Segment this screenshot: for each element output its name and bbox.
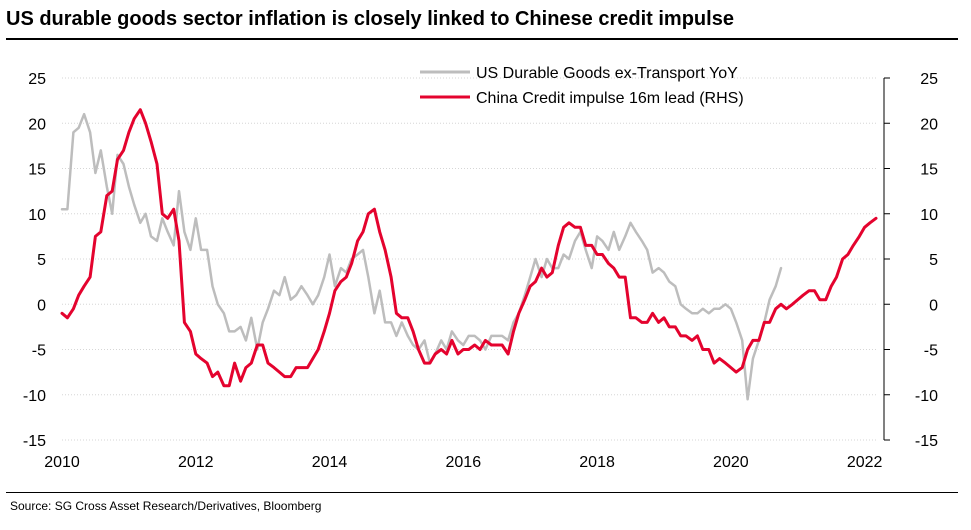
x-tick-label: 2018 [579, 454, 615, 471]
y-left-tick-label: -15 [23, 433, 46, 450]
legend-label: US Durable Goods ex-Transport YoY [476, 65, 738, 82]
line-chart: -15 -10 -5 0 5 10 15 20 25 -15 -10 -5 0 5 10 15 20 25 2010… [23, 65, 938, 471]
y-left-tick-label: 25 [28, 71, 46, 88]
y-right-tick-label: -10 [915, 388, 938, 405]
x-tick-label: 2022 [847, 454, 883, 471]
y-right-tick-label: 5 [929, 252, 938, 269]
y-left-tick-label: 10 [28, 207, 46, 224]
x-tick-label: 2010 [44, 454, 80, 471]
y-left-tick-label: 0 [37, 297, 46, 314]
y-left-tick-label: 20 [28, 116, 46, 133]
y-right-tick-label: 0 [929, 297, 938, 314]
y-right-tick-label: 20 [920, 116, 938, 133]
chart-title: US durable goods sector inflation is clo… [6, 4, 958, 40]
y-left-tick-label: 15 [28, 162, 46, 179]
series-china-credit-impulse-line [60, 108, 878, 388]
source-note: Source: SG Cross Asset Research/Derivati… [10, 499, 322, 513]
y-right-tick-label: 25 [920, 71, 938, 88]
legend: US Durable Goods ex-Transport YoY China C… [420, 65, 744, 107]
x-tick-label: 2020 [713, 454, 749, 471]
x-tick-label: 2012 [178, 454, 214, 471]
gridlines [62, 77, 878, 441]
x-tick-label: 2014 [312, 454, 348, 471]
series-us-durable-goods-line [60, 112, 783, 401]
y-right-tick-label: -5 [924, 343, 938, 360]
y-left-tick-label: -5 [32, 343, 46, 360]
legend-label: China Credit impulse 16m lead (RHS) [476, 90, 744, 107]
x-tick-label: 2016 [446, 454, 482, 471]
y-left-tick-label: 5 [37, 252, 46, 269]
axes: -15 -10 -5 0 5 10 15 20 25 -15 -10 -5 0 5 10 15 20 25 2010… [23, 71, 938, 471]
footer-divider [6, 492, 958, 493]
y-right-tick-label: -15 [915, 433, 938, 450]
y-left-tick-label: -10 [23, 388, 46, 405]
series-lines [60, 108, 878, 401]
y-right-tick-label: 10 [920, 207, 938, 224]
y-right-tick-label: 15 [920, 162, 938, 179]
